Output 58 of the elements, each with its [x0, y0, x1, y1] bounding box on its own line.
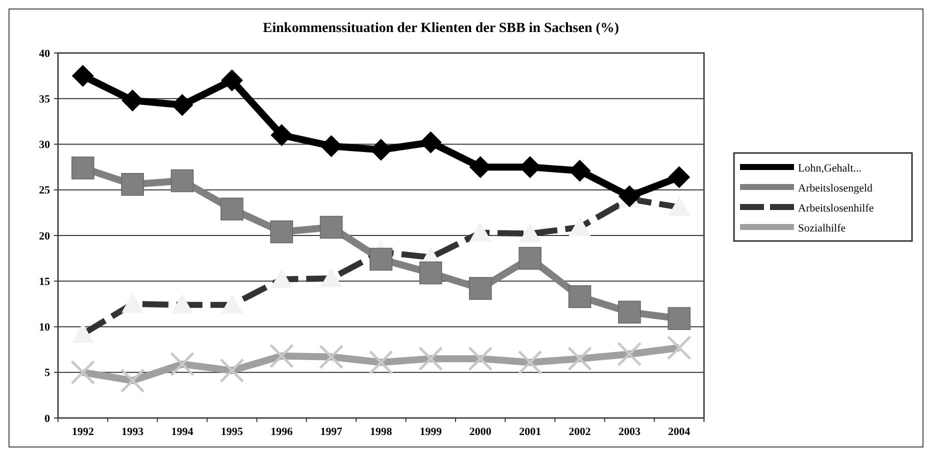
point [319, 344, 344, 370]
point [420, 131, 442, 154]
y-tick-label: 10 [39, 322, 50, 334]
x-tick-label: 1994 [171, 426, 194, 438]
chart-title: Einkommenssituation der Klienten der SBB in Sachsen (%) [262, 21, 620, 36]
x-tick-label: 2003 [618, 426, 641, 438]
point [220, 198, 244, 220]
point [320, 216, 343, 239]
x-tick-label: 1992 [72, 426, 94, 438]
point [70, 360, 96, 385]
point [468, 346, 493, 371]
x-tick-label: 1993 [122, 426, 144, 438]
point [270, 124, 293, 146]
point [170, 352, 194, 376]
point [270, 220, 294, 244]
point [269, 344, 294, 368]
y-tick-label: 0 [44, 412, 50, 425]
point [666, 335, 692, 360]
legend-label: Arbeitslosenhilfe [798, 202, 874, 214]
point [370, 248, 392, 271]
x-tick-label: 2004 [668, 426, 691, 438]
point [668, 307, 691, 330]
point [518, 246, 542, 270]
point [617, 342, 642, 366]
point [120, 368, 145, 393]
x-tick-label: 2002 [568, 426, 592, 438]
point [568, 346, 592, 371]
y-tick-label: 40 [39, 48, 50, 60]
point [220, 358, 244, 383]
y-tick-label: 5 [44, 367, 50, 380]
point [518, 350, 542, 375]
x-tick-label: 1996 [270, 426, 294, 438]
y-tick-label: 35 [39, 93, 50, 106]
point [220, 69, 243, 92]
x-tick-label: 1998 [370, 426, 392, 438]
legend-label: Arbeitslosengeld [798, 182, 874, 194]
point [419, 262, 442, 284]
point [668, 166, 690, 188]
point [121, 173, 144, 196]
x-tick-label: 2001 [519, 426, 542, 438]
y-tick-label: 20 [39, 230, 50, 242]
point [72, 64, 94, 87]
legend-label: Sozialhilfe [798, 222, 846, 234]
y-tick-label: 25 [39, 184, 50, 197]
point [468, 277, 492, 300]
x-tick-label: 1997 [320, 426, 343, 438]
x-tick-label: 2000 [469, 426, 492, 438]
y-tick-label: 30 [39, 139, 50, 152]
y-tick-label: 15 [39, 276, 50, 288]
point [418, 346, 443, 371]
x-tick-label: 1999 [420, 426, 442, 438]
x-tick-label: 1995 [220, 426, 244, 438]
point [71, 156, 94, 180]
point [368, 350, 394, 375]
point [568, 285, 592, 308]
point [618, 300, 641, 324]
point [170, 169, 194, 192]
legend-label: Lohn,Gehalt... [798, 162, 862, 174]
